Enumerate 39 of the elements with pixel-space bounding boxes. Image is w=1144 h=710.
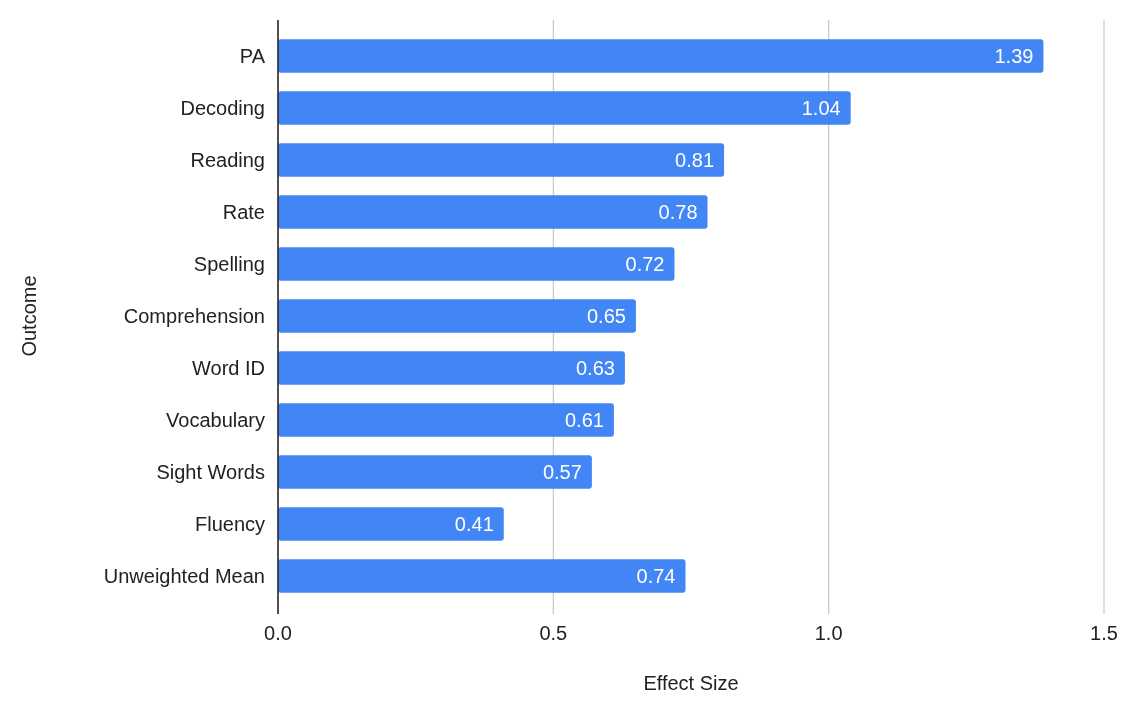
bar: [278, 559, 686, 593]
y-tick-label: Vocabulary: [166, 409, 265, 431]
x-axis-title: Effect Size: [643, 672, 739, 694]
y-tick-label: Reading: [190, 149, 265, 171]
data-label: 0.74: [636, 565, 676, 587]
data-label: 0.57: [542, 461, 582, 483]
y-tick-label: Fluency: [194, 513, 265, 535]
y-tick-label: Word ID: [192, 357, 265, 379]
bar: [278, 143, 725, 177]
data-label: 0.81: [675, 149, 715, 171]
data-label: 1.04: [801, 97, 841, 119]
data-label: 0.78: [658, 201, 698, 223]
data-label: 0.41: [454, 513, 494, 535]
bar: [278, 195, 708, 229]
data-label: 1.39: [994, 45, 1034, 67]
y-tick-label: Sight Words: [156, 461, 265, 483]
y-tick-label: Unweighted Mean: [103, 565, 265, 587]
bar: [278, 403, 614, 437]
bar: [278, 299, 636, 333]
data-label: 0.72: [625, 253, 665, 275]
x-tick-label: 1.5: [1090, 622, 1118, 644]
y-tick-label: Spelling: [193, 253, 265, 275]
y-tick-label: Decoding: [180, 97, 265, 119]
y-tick-label: Comprehension: [123, 305, 265, 327]
x-tick-label: 0.5: [539, 622, 568, 644]
x-tick-label: 0.0: [264, 622, 292, 644]
bar: [278, 247, 675, 281]
data-label: 0.61: [564, 409, 604, 431]
y-tick-label: Rate: [222, 201, 265, 223]
y-axis-title: Outcome: [18, 275, 40, 357]
data-label: 0.65: [587, 305, 626, 327]
bar: [278, 351, 625, 385]
bar: [278, 455, 592, 489]
bar: [278, 39, 1044, 73]
data-label: 0.63: [575, 357, 615, 379]
bar: [278, 91, 851, 125]
x-tick-label: 1.0: [814, 622, 843, 644]
y-tick-label: PA: [239, 45, 266, 67]
bar: [278, 507, 504, 541]
